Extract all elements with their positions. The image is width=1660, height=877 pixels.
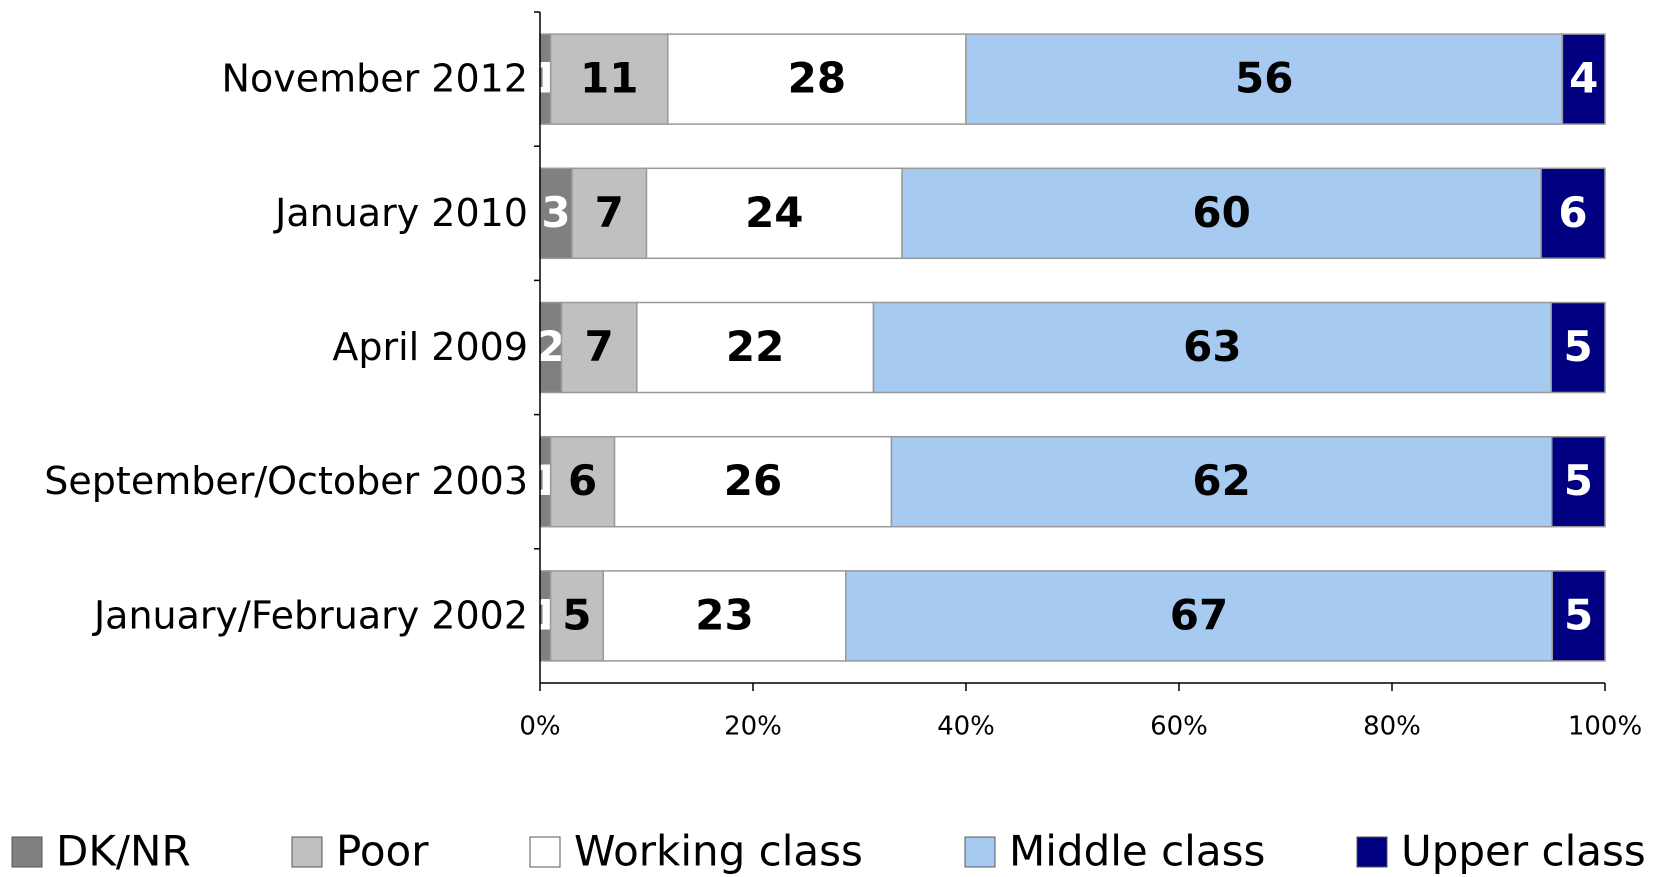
bar-segment: [613, 435, 893, 528]
x-tick-label: 40%: [937, 712, 995, 742]
legend-swatch: [11, 836, 43, 868]
legend-label: Upper class: [1401, 827, 1646, 876]
data-label: 24: [745, 188, 803, 237]
data-label: 3: [541, 188, 570, 237]
category-label: January/February 2002: [92, 593, 528, 637]
x-tick-label: 60%: [1150, 712, 1208, 742]
bar-segment: [1551, 570, 1606, 662]
legend-label: Middle class: [1009, 827, 1265, 876]
data-label: 5: [1563, 322, 1592, 371]
data-label: 5: [562, 590, 591, 639]
bar-segment: [539, 167, 573, 260]
data-label: 60: [1192, 188, 1250, 237]
bar-segment: [549, 570, 605, 662]
data-label: 67: [1170, 590, 1228, 639]
data-label: 5: [1564, 456, 1593, 505]
data-label: 22: [726, 322, 784, 371]
legend-swatch: [529, 836, 561, 868]
legend-swatch: [964, 836, 996, 868]
legend-swatch: [1356, 836, 1388, 868]
data-label: 28: [788, 54, 846, 103]
data-label: 56: [1235, 54, 1293, 103]
legend-label: DK/NR: [56, 827, 191, 876]
bar-segment: [872, 301, 1552, 394]
bar-segment: [1551, 435, 1606, 528]
bar-segment: [1561, 33, 1606, 125]
bar-segment: [845, 570, 1554, 662]
category-label: November 2012: [222, 57, 528, 101]
data-label: 6: [568, 456, 597, 505]
bar-segment: [602, 570, 847, 662]
bar-segment: [1550, 301, 1606, 394]
bar-segment: [965, 33, 1564, 125]
data-label: 62: [1192, 456, 1250, 505]
bar-segment: [560, 301, 638, 394]
category-label: April 2009: [332, 325, 528, 369]
data-label: 11: [580, 54, 638, 103]
data-label: 6: [1558, 188, 1587, 237]
data-label: 63: [1183, 322, 1241, 371]
x-tick-label: 0%: [519, 712, 560, 742]
x-tick-label: 100%: [1568, 712, 1642, 742]
legend-label: Working class: [574, 827, 863, 876]
bar-segment: [1540, 167, 1606, 260]
legend-swatch: [291, 836, 323, 868]
data-label: 7: [595, 188, 624, 237]
bar-segment: [549, 33, 669, 125]
bar-segment: [890, 435, 1553, 528]
data-label: 5: [1564, 590, 1593, 639]
bar-segment: [571, 167, 648, 260]
data-label: 23: [695, 590, 753, 639]
bar-segment: [901, 167, 1542, 260]
legend-label: Poor: [336, 827, 429, 876]
bar-segment: [645, 167, 903, 260]
bar-segment: [636, 301, 875, 394]
data-label: 26: [724, 456, 782, 505]
data-label: 4: [1569, 54, 1598, 103]
category-label: January 2010: [273, 191, 528, 235]
x-tick-label: 80%: [1363, 712, 1421, 742]
data-label: 7: [585, 322, 614, 371]
category-label: September/October 2003: [44, 459, 528, 503]
bar-segment: [549, 435, 616, 528]
x-tick-label: 20%: [724, 712, 782, 742]
data-label: 2: [536, 322, 565, 371]
